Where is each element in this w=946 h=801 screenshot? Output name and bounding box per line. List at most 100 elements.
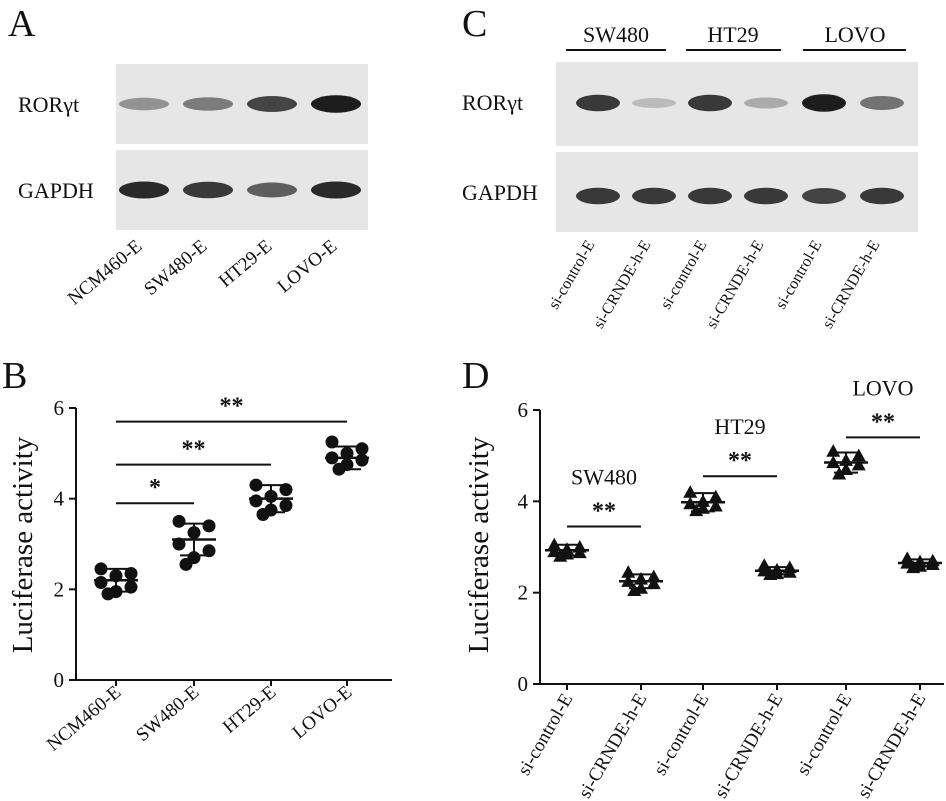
chart-b: Luciferase activity 0 2 4 6 NCM460-E SW4… bbox=[7, 394, 392, 756]
blot-c-group-label-ht29: HT29 bbox=[707, 22, 758, 47]
panel-letter-d: D bbox=[462, 355, 489, 397]
chart-d-y-ticks: 0 2 4 6 bbox=[518, 398, 529, 696]
chart-d-data-point bbox=[826, 444, 841, 457]
blot-a-row-label-gapdh: GAPDH bbox=[18, 178, 94, 203]
chart-d-data-point bbox=[646, 576, 661, 590]
blot-a-band bbox=[119, 97, 169, 111]
blot-a-band bbox=[311, 181, 361, 199]
blot-c-lane-label: si-CRNDE-h-E bbox=[819, 238, 883, 332]
chart-d-data-point bbox=[839, 453, 853, 466]
blot-c-band bbox=[802, 94, 846, 112]
chart-b-x-tick-label: NCM460-E bbox=[43, 682, 125, 756]
blot-a-band bbox=[119, 181, 169, 199]
chart-d-data-point bbox=[689, 503, 704, 517]
chart-b-x-tick-label: LOVO-E bbox=[289, 682, 357, 744]
chart-d-x-tick-label: si-CRNDE-h-E bbox=[854, 690, 931, 801]
chart-d-data-point bbox=[696, 494, 710, 507]
blot-a-band bbox=[183, 97, 233, 111]
chart-b-y-tick-label: 4 bbox=[54, 487, 65, 511]
chart-d-y-tick-label: 6 bbox=[518, 398, 529, 422]
chart-b-data-point bbox=[202, 519, 216, 533]
panel-letter-a: A bbox=[8, 3, 36, 45]
chart-d-data-point bbox=[553, 549, 568, 562]
chart-b-x-tick-label: HT29-E bbox=[219, 682, 280, 738]
chart-d-data-point bbox=[621, 565, 636, 578]
chart-b-data-point bbox=[101, 587, 115, 601]
chart-d-data-point bbox=[683, 485, 698, 498]
blot-c-group-label-sw480: SW480 bbox=[583, 22, 649, 47]
chart-d-data-point bbox=[925, 557, 940, 570]
chart-b-data-point bbox=[279, 483, 293, 497]
chart-d-data-point bbox=[572, 545, 587, 559]
blot-c-group-label-lovo: LOVO bbox=[824, 22, 885, 47]
chart-d-significance: ** ** ** SW480 HT29 LOVO bbox=[571, 375, 914, 524]
chart-b-data-point bbox=[124, 580, 138, 594]
blot-c-band bbox=[688, 187, 732, 205]
chart-d-data-point bbox=[683, 496, 698, 510]
blot-c-band bbox=[860, 187, 904, 205]
panel-letter-c: C bbox=[462, 3, 487, 45]
chart-d-group-label: HT29 bbox=[714, 414, 765, 439]
chart-d-data-point bbox=[826, 455, 841, 469]
blot-c-lane-label: si-CRNDE-h-E bbox=[590, 238, 654, 332]
chart-d-significance-label: ** bbox=[592, 498, 616, 524]
chart-d-data-point bbox=[839, 462, 853, 475]
chart-d-data-point bbox=[782, 565, 797, 578]
chart-d-x-tick-label: si-CRNDE-h-E bbox=[575, 690, 652, 801]
chart-b-y-ticks: 0 2 4 6 bbox=[54, 396, 65, 692]
chart-d-data-point bbox=[646, 569, 661, 583]
chart-b-data-point bbox=[325, 451, 339, 465]
blot-c-lane-label: si-CRNDE-h-E bbox=[703, 238, 767, 332]
chart-b-data-point bbox=[340, 446, 354, 460]
chart-d-data-point bbox=[851, 448, 866, 462]
chart-d-x-tick-label: si-control-E bbox=[793, 690, 857, 779]
western-blot-c: SW480 HT29 LOVO RORγt GAPDH si-control-E… bbox=[462, 22, 918, 331]
chart-b-data-point bbox=[249, 494, 263, 508]
blot-c-lane-label: si-control-E bbox=[658, 238, 711, 313]
blot-c-band bbox=[744, 97, 788, 109]
chart-b-data-point bbox=[325, 435, 339, 449]
blot-a-lane-label: HT29-E bbox=[215, 236, 276, 292]
chart-b-marks bbox=[69, 407, 392, 686]
blot-a-lane-label: SW480-E bbox=[140, 236, 211, 300]
chart-b-data-point bbox=[187, 526, 201, 540]
chart-d-group-label: SW480 bbox=[571, 464, 637, 489]
blot-c-band bbox=[744, 187, 788, 205]
blot-a-band bbox=[247, 96, 297, 112]
chart-d-data-point bbox=[634, 571, 648, 585]
western-blot-a: RORγt GAPDH NCM460-E SW480-E HT29-E LOVO… bbox=[18, 64, 368, 310]
chart-b-data-point bbox=[109, 569, 123, 583]
chart-b-data-point bbox=[256, 508, 270, 522]
blot-a-bands bbox=[119, 95, 361, 199]
blot-a-lane-label: NCM460-E bbox=[64, 236, 146, 310]
chart-d-data-point bbox=[832, 466, 847, 480]
chart-b-y-tick-label: 6 bbox=[54, 396, 65, 420]
blot-c-lane-labels: si-control-E si-CRNDE-h-E si-control-E s… bbox=[546, 238, 884, 332]
blot-a-band bbox=[247, 182, 297, 198]
chart-b-data-point bbox=[94, 562, 108, 576]
blot-c-row-label-rorgt: RORγt bbox=[462, 90, 523, 115]
chart-d-group-label: LOVO bbox=[852, 375, 913, 400]
chart-b-significance: * ** ** bbox=[149, 394, 244, 502]
chart-d-x-tick-label: si-control-E bbox=[514, 690, 578, 779]
blot-c-band bbox=[576, 187, 620, 205]
chart-b-data-point bbox=[172, 514, 186, 528]
chart-d-data-point bbox=[627, 583, 642, 596]
blot-c-band bbox=[688, 94, 732, 112]
chart-b-data-point bbox=[249, 478, 263, 492]
blot-a-lane-labels: NCM460-E SW480-E HT29-E LOVO-E bbox=[64, 236, 341, 310]
chart-b-y-axis-title: Luciferase activity bbox=[7, 436, 39, 653]
chart-b-data-point bbox=[355, 453, 369, 467]
blot-a-lane-label: LOVO-E bbox=[274, 236, 342, 298]
chart-d-y-tick-label: 4 bbox=[518, 489, 529, 513]
chart-b-y-tick-label: 0 bbox=[54, 668, 65, 692]
chart-b-data-point bbox=[179, 557, 193, 571]
chart-d-x-tick-label: si-CRNDE-h-E bbox=[711, 690, 788, 801]
chart-d-significance-label: ** bbox=[728, 448, 752, 474]
chart-d-significance-label: ** bbox=[871, 409, 895, 435]
chart-d-data-point bbox=[906, 560, 921, 574]
chart-d-data-point bbox=[763, 567, 778, 580]
chart-d-y-tick-label: 2 bbox=[518, 581, 529, 605]
blot-c-band bbox=[576, 94, 620, 112]
chart-d: Luciferase activity 0 2 4 6 si-control-E… bbox=[463, 375, 944, 801]
